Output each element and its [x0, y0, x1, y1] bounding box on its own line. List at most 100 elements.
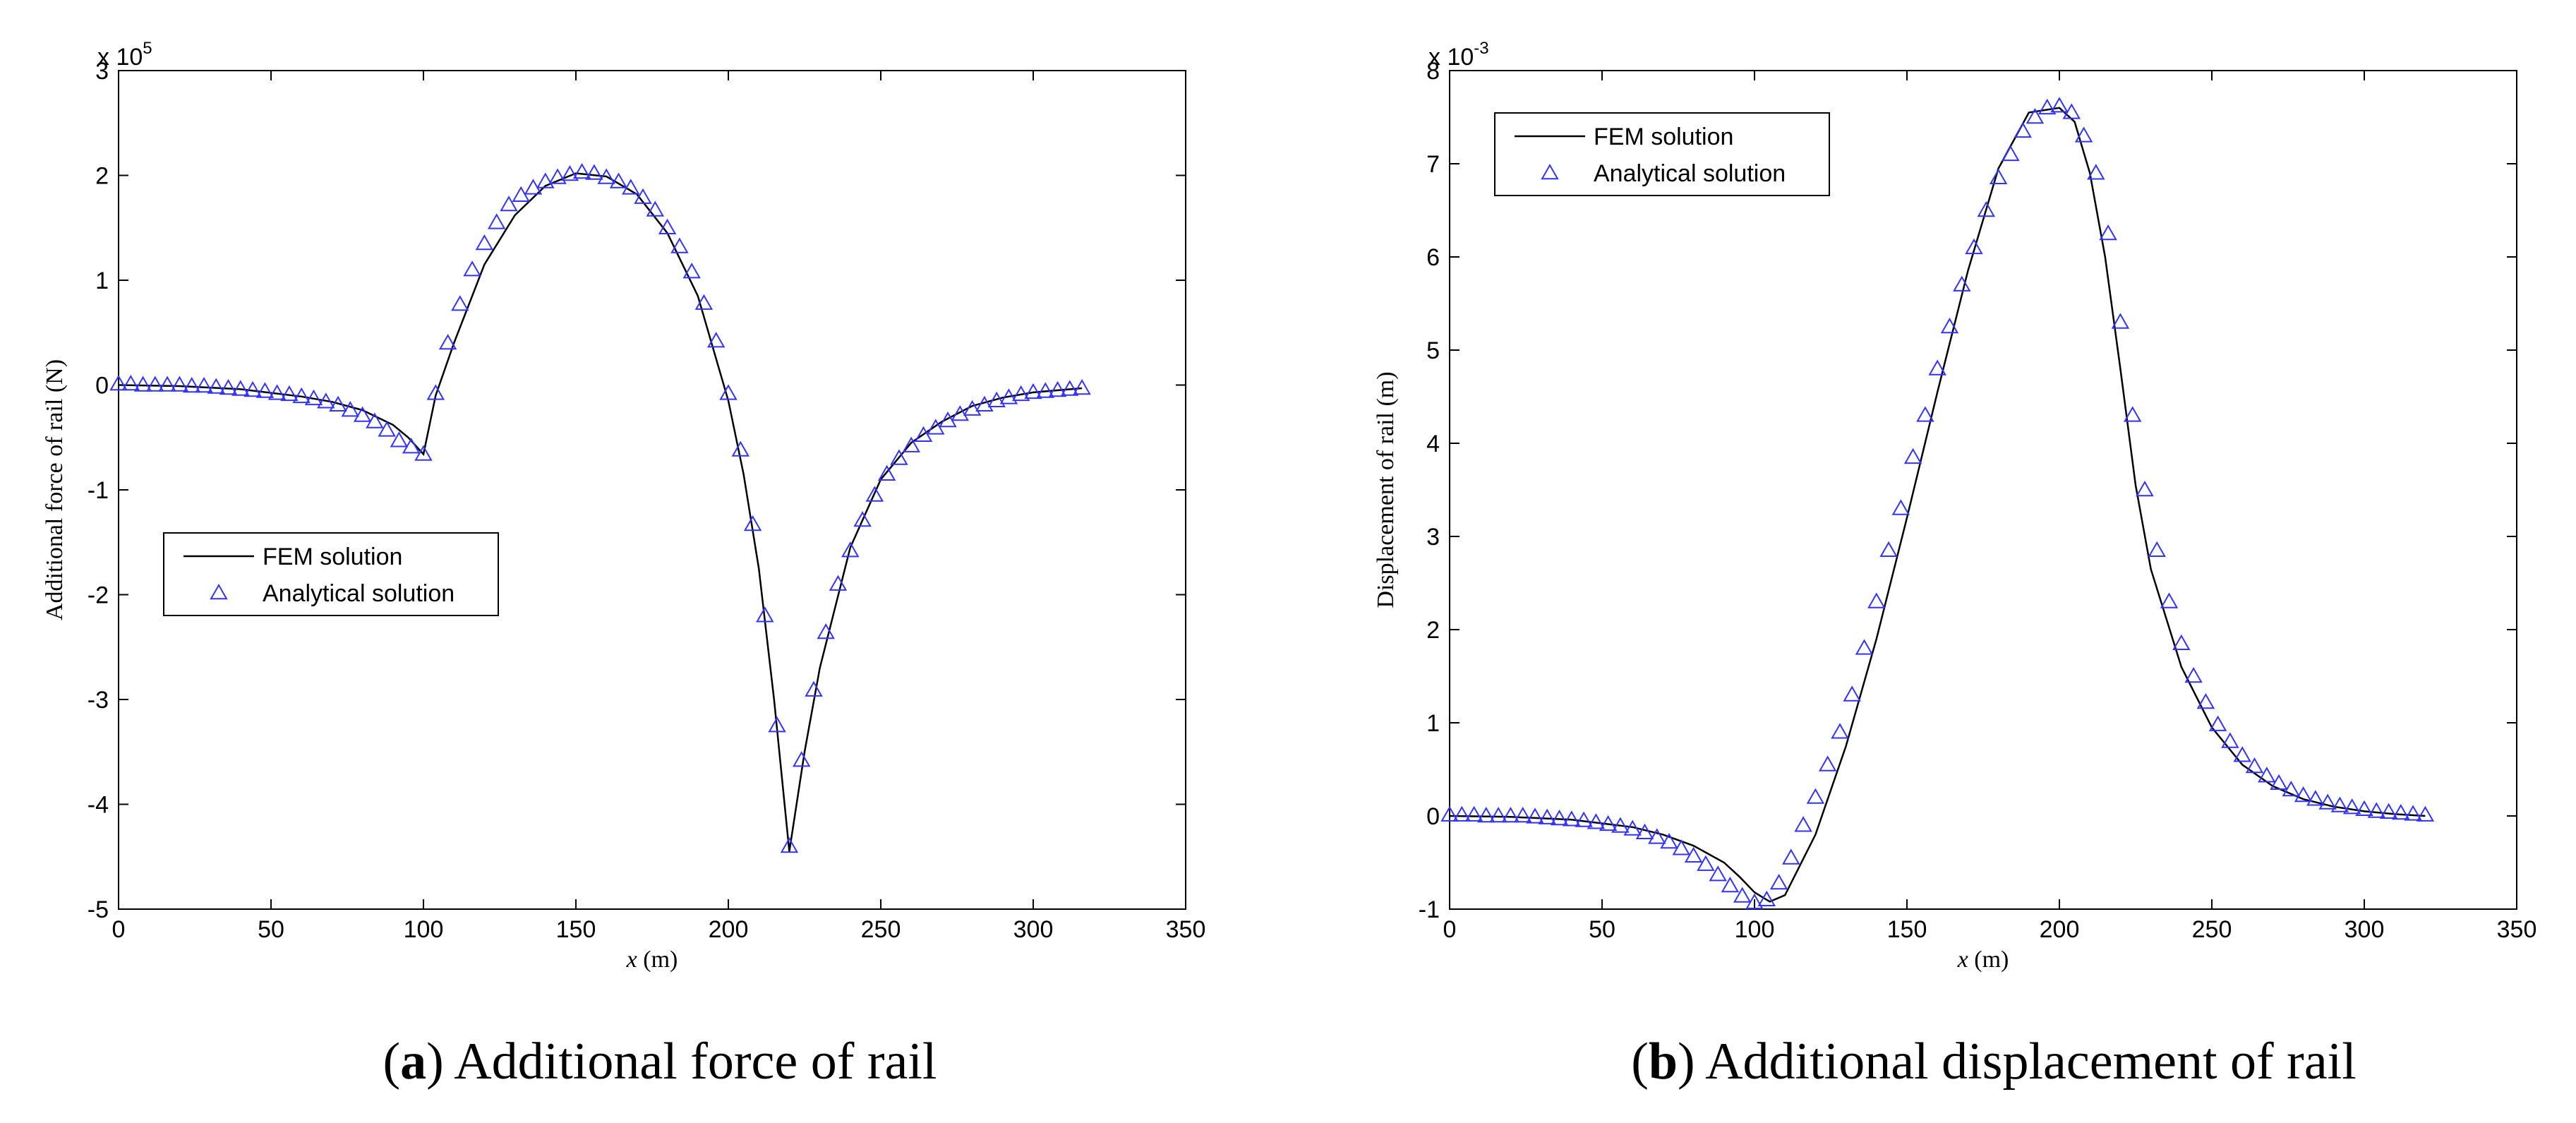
chart-b-y-tick-label: 2 — [1426, 617, 1440, 644]
chart-b-x-axis-var: x — [1957, 947, 1968, 973]
caption-a: (a) Additional force of rail — [383, 1033, 937, 1091]
chart-a-analytical-point — [951, 405, 970, 421]
chart-a-analytical-point — [939, 411, 957, 428]
chart-a-analytical-point — [195, 376, 213, 393]
chart-b-analytical-point — [2318, 793, 2337, 810]
chart-b-analytical-point — [1916, 406, 1934, 422]
chart-a-analytical-point — [500, 196, 518, 212]
chart-b-analytical-point — [2148, 541, 2166, 557]
chart-a-analytical-point — [682, 263, 701, 279]
chart-b-analytical-point — [2184, 666, 2203, 683]
chart-a-analytical-point — [353, 406, 372, 422]
chart-a-analytical-point — [304, 389, 323, 406]
caption-a-text: Additional force of rail — [454, 1033, 937, 1091]
chart-b-analytical-point — [2294, 786, 2313, 803]
chart-b-analytical-point — [1489, 806, 1507, 823]
chart-b-analytical-point — [1794, 816, 1812, 832]
chart-a-analytical-point — [963, 400, 982, 416]
chart-b-x-tick-label: 0 — [1443, 916, 1457, 943]
chart-a-x-tick-label: 150 — [556, 916, 596, 943]
chart-a-analytical-point — [841, 541, 860, 558]
chart-b-analytical-point — [1989, 168, 2008, 184]
chart-a-analytical-point — [805, 680, 823, 697]
chart-b-x-axis-unit: (m) — [1968, 947, 2009, 973]
caption-b-letter: b — [1649, 1033, 1678, 1091]
chart-a-y-tick-label: 3 — [95, 58, 109, 85]
chart-b-analytical-point — [1684, 846, 1703, 863]
chart-a-x-axis-var: x — [626, 947, 637, 973]
chart-b-analytical-point — [1501, 806, 1520, 823]
chart-b-analytical-point — [2111, 313, 2130, 329]
chart-b-analytical-point — [1526, 807, 1544, 824]
chart-a-legend-marker-swatch — [210, 583, 228, 600]
chart-b-analytical-point — [2306, 790, 2325, 806]
chart-a-analytical-point — [829, 575, 848, 591]
chart-a-analytical-point — [768, 716, 786, 733]
chart-b-analytical-point — [2342, 798, 2361, 815]
chart-a-analytical-point — [792, 751, 811, 767]
chart-a-analytical-point — [378, 421, 396, 437]
chart-b-x-tick-label: 250 — [2192, 916, 2232, 943]
chart-a-analytical-point — [890, 449, 908, 465]
chart-b-exponent-prefix: x 10 — [1428, 44, 1474, 71]
chart-a-analytical-point — [1024, 383, 1042, 400]
chart-a-y-axis-label: Additional force of rail (N) — [42, 359, 68, 620]
chart-a-exponent-value: 5 — [143, 39, 152, 58]
chart-a-analytical-point — [987, 391, 1006, 407]
chart-a: 0 50 100 150 200 250 300 350 -5 -4 -3 -2 -1 0 1 2 3x 105… — [42, 39, 1205, 973]
chart-a-y-tick-label: -5 — [88, 896, 109, 923]
chart-b-y-tick-label: 8 — [1426, 58, 1440, 85]
chart-b-analytical-point — [2367, 802, 2386, 818]
chart-b-analytical-point — [1928, 359, 1946, 376]
chart-b-analytical-point — [2330, 796, 2349, 812]
chart-b-analytical-point — [1452, 805, 1471, 822]
chart-a-fem-solution-line — [118, 172, 1083, 852]
chart-a-analytical-point — [426, 384, 445, 400]
chart-b-x-tick-label: 50 — [1589, 916, 1615, 943]
chart-a-y-tick-label: -4 — [88, 792, 109, 819]
chart-b-analytical-point — [2208, 715, 2227, 731]
chart-b-analytical-point — [1733, 887, 1752, 903]
chart-b-analytical-point — [2355, 800, 2373, 816]
chart-a-analytical-point — [475, 234, 494, 251]
chart-a-plot-frame — [118, 70, 1186, 910]
chart-a-analytical-point — [719, 384, 738, 400]
chart-b-series-analytical — [1440, 97, 2435, 909]
chart-a-y-tick-label: -2 — [88, 582, 109, 609]
chart-a-analytical-point — [243, 380, 262, 397]
chart-a-analytical-point — [317, 392, 335, 409]
chart-b-y-axis-label: Displacement of rail (m) — [1373, 371, 1399, 608]
chart-b-analytical-point — [2087, 164, 2105, 180]
chart-a-analytical-point — [524, 179, 543, 195]
chart-a-y-tick-label: 1 — [95, 268, 109, 294]
chart-b-exponent-value: -3 — [1474, 39, 1488, 58]
chart-b-analytical-point — [1513, 806, 1532, 823]
chart-a-analytical-point — [1036, 382, 1055, 398]
chart-b-analytical-point — [1831, 723, 1849, 739]
chart-a-analytical-point — [865, 486, 884, 502]
chart-a-analytical-point — [731, 440, 750, 457]
chart-b-analytical-point — [1855, 639, 1874, 655]
chart-a-analytical-point — [414, 445, 433, 461]
chart-a-analytical-point — [329, 395, 347, 412]
chart-a-x-tick-label: 350 — [1166, 916, 1206, 943]
chart-a-analytical-point — [121, 374, 140, 391]
chart-a-analytical-point — [743, 515, 762, 532]
chart-b-analytical-point — [2258, 767, 2276, 783]
chart-a-analytical-point — [231, 380, 250, 396]
chart-b-analytical-point — [2379, 803, 2398, 819]
chart-b-analytical-point — [1818, 755, 1837, 771]
chart-b-legend-box — [1494, 112, 1830, 196]
chart-b-analytical-point — [1940, 317, 1959, 334]
chart-b-plot-frame — [1449, 70, 2517, 910]
chart-b-analytical-point — [2014, 121, 2032, 138]
chart-a-analytical-point — [390, 431, 409, 448]
chart-b-analytical-point — [1879, 541, 1898, 557]
chart-b-analytical-point — [2221, 732, 2239, 748]
chart-b-analytical-point — [1672, 839, 1691, 855]
chart-a-analytical-point — [817, 623, 835, 639]
chart-a-analytical-point — [1048, 380, 1067, 397]
caption-b: (b) Additional displacement of rail — [1631, 1033, 2357, 1091]
chart-b-x-tick-label: 300 — [2345, 916, 2385, 943]
